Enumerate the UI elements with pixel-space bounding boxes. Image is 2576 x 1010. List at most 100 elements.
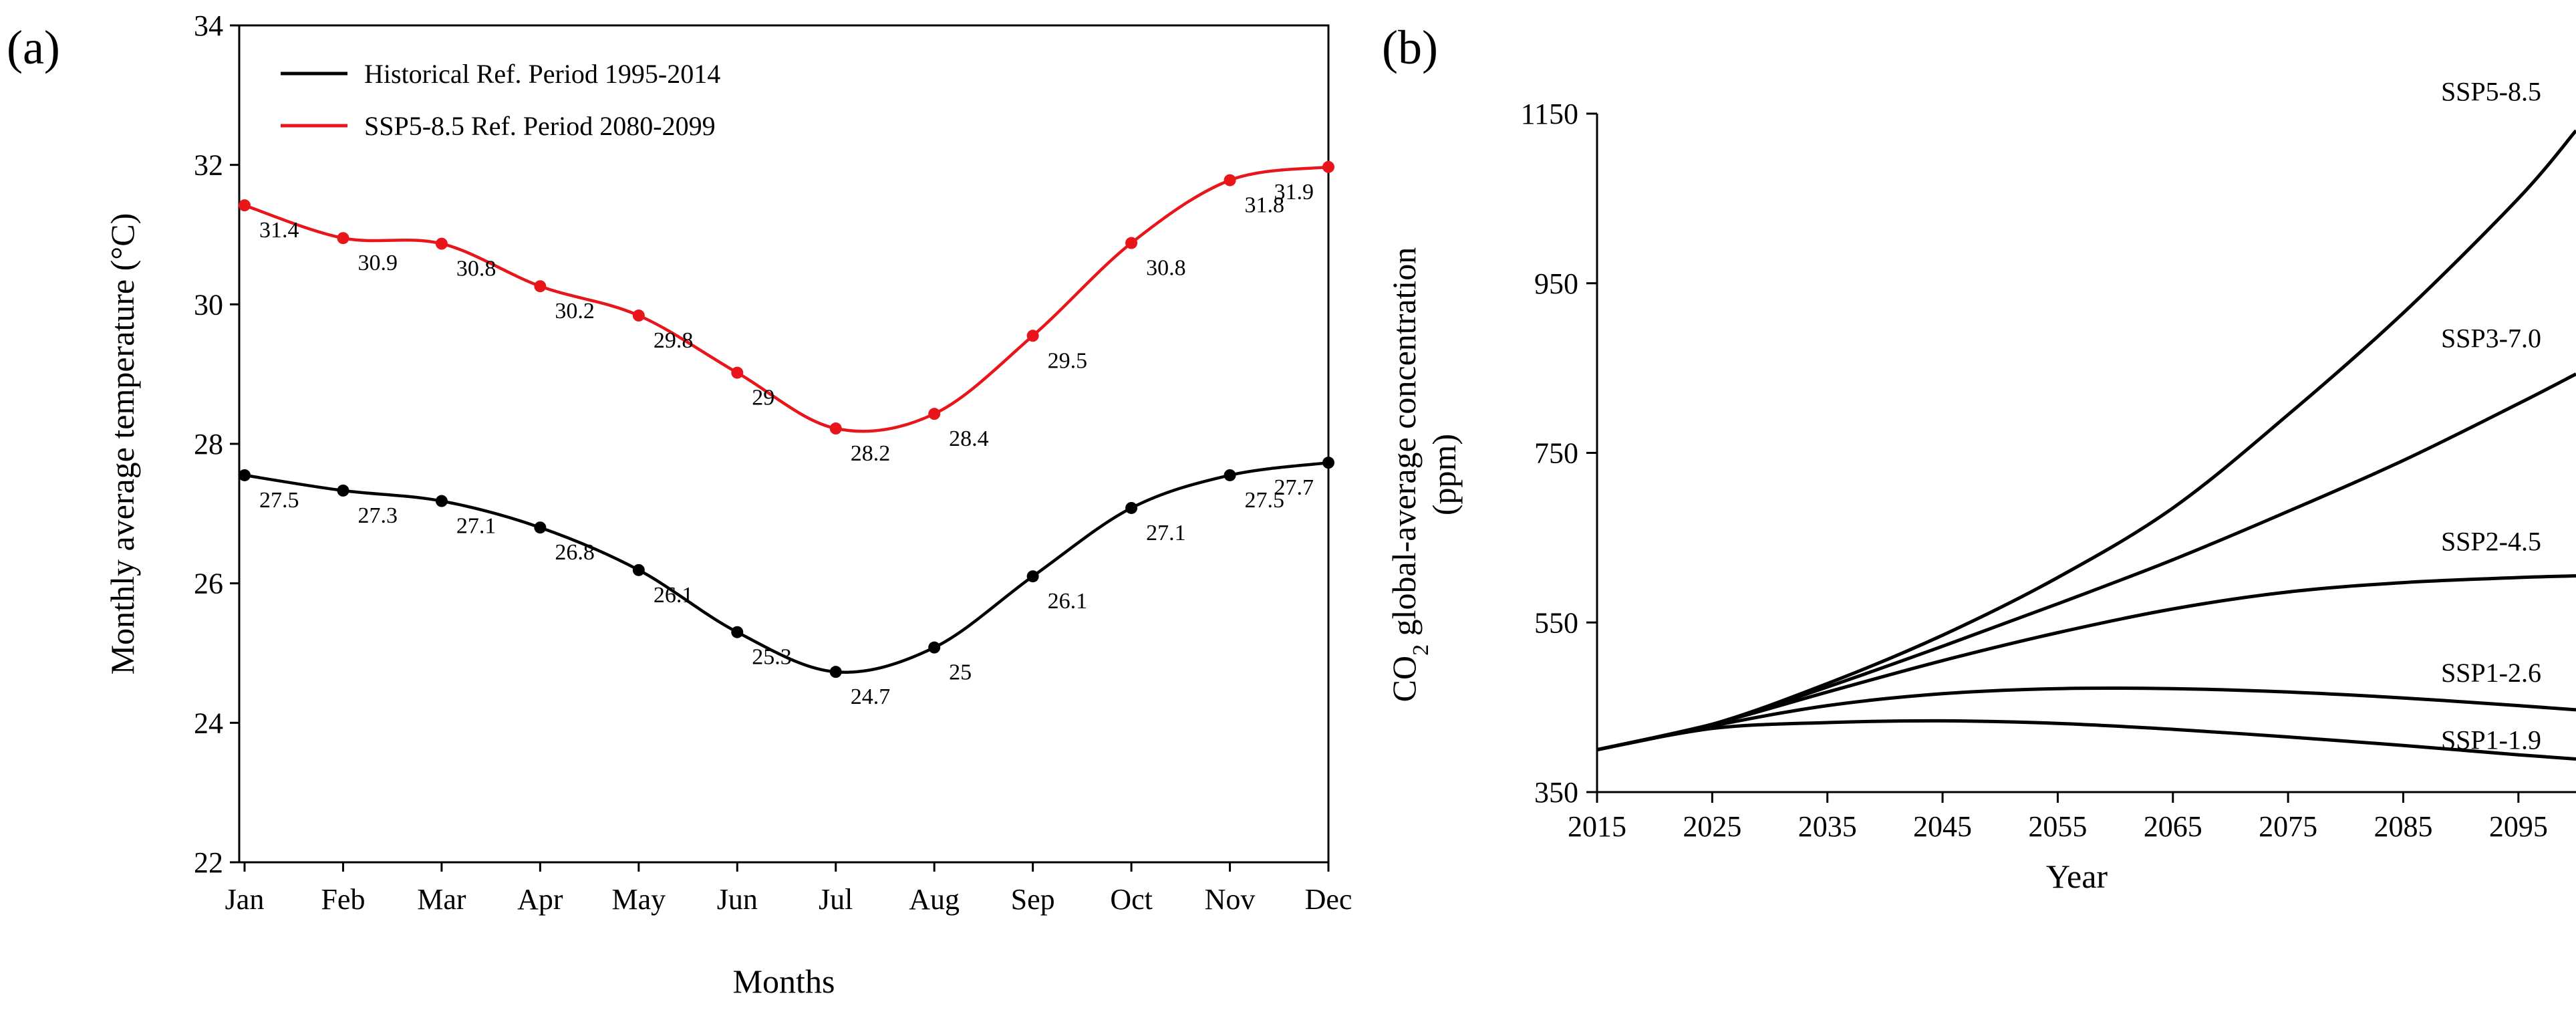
- data-point: [435, 237, 448, 250]
- legend-label-ssp585: SSP5-8.5 Ref. Period 2080-2099: [364, 111, 716, 141]
- data-point: [928, 641, 941, 654]
- y-tick-label: 30: [194, 288, 223, 321]
- y-tick-label: 32: [194, 149, 223, 182]
- x-tick-label: 2055: [2028, 810, 2087, 843]
- data-point: [928, 408, 941, 420]
- x-tick-label: Aug: [909, 883, 960, 916]
- legend-label-historical: Historical Ref. Period 1995-2014: [364, 59, 720, 89]
- series-line-ssp1-1-9: [1596, 719, 2576, 761]
- x-tick-label: Nov: [1205, 883, 1256, 916]
- data-label: 31.9: [1274, 180, 1314, 205]
- x-tick-label: 2075: [2259, 810, 2317, 843]
- data-label: 28.4: [949, 426, 989, 451]
- data-label: 29.8: [654, 328, 693, 353]
- x-axis-label-a: Months: [733, 963, 835, 1000]
- x-tick-label: Dec: [1305, 883, 1352, 916]
- data-label: 26.8: [555, 540, 595, 565]
- series-label: SSP2-4.5: [2441, 526, 2541, 556]
- x-axis-b: 2015 2025 2035 2045 2055 2065 2075 2085 2095: [1568, 792, 2548, 843]
- x-axis-label-b: Year: [2046, 858, 2108, 895]
- data-point: [1026, 330, 1039, 342]
- data-point: [239, 199, 251, 212]
- x-axis-a: Jan Feb Mar Apr May Jun Jul Aug Sep Oct Nov Dec: [225, 862, 1352, 916]
- x-tick-label: 2045: [1913, 810, 1972, 843]
- data-label: 29.5: [1048, 348, 1088, 373]
- series-group-b: SSP5-8.5 SSP3-7.0 SSP2-4.5 SSP1-2.6 SSP1-1.9: [1596, 76, 2576, 761]
- x-tick-label: Oct: [1110, 883, 1153, 916]
- data-point: [632, 309, 645, 322]
- x-tick-label: 2095: [2489, 810, 2548, 843]
- data-point: [731, 366, 744, 379]
- data-label: 30.8: [456, 257, 496, 281]
- data-label: 27.1: [456, 514, 496, 539]
- data-point: [1322, 160, 1334, 173]
- y-tick-label: 350: [1534, 776, 1578, 809]
- series-line-1: [244, 165, 1329, 433]
- series-label: SSP3-7.0: [2441, 324, 2541, 354]
- chart-a: (a) 22 24 26 28 30 32 34 Jan Feb Mar Apr May Jun Jul…: [7, 9, 1352, 1000]
- data-point: [1125, 501, 1138, 514]
- legend-a: Historical Ref. Period 1995-2014 SSP5-8.…: [281, 59, 720, 141]
- x-tick-label: Jan: [225, 883, 265, 916]
- data-point: [534, 521, 547, 534]
- x-tick-label: Feb: [321, 883, 365, 916]
- data-label: 24.7: [851, 684, 891, 709]
- y-tick-label: 26: [194, 567, 223, 600]
- data-label: 27.3: [357, 503, 398, 528]
- data-label: 30.8: [1146, 256, 1186, 281]
- y-axis-label-b: CO2 global-average concentration: [1385, 247, 1433, 703]
- y-tick-label: 34: [194, 9, 223, 42]
- data-point: [337, 232, 349, 245]
- x-tick-label: 2025: [1683, 810, 1741, 843]
- data-label: 26.1: [654, 583, 693, 608]
- y-axis-label-a: Monthly average temperature (°C): [104, 213, 141, 675]
- data-point: [239, 469, 251, 481]
- data-point: [534, 280, 547, 293]
- x-tick-label: Apr: [517, 883, 563, 916]
- data-label: 26.1: [1048, 589, 1088, 614]
- y-tick-label: 28: [194, 428, 223, 461]
- data-label: 30.9: [357, 251, 398, 275]
- data-label: 27.5: [1245, 488, 1285, 513]
- data-label: 27.5: [259, 488, 299, 513]
- y-tick-label: 1150: [1521, 98, 1578, 130]
- data-label: 31.8: [1245, 193, 1285, 218]
- x-tick-label: 2085: [2374, 810, 2432, 843]
- x-tick-label: Jun: [717, 883, 758, 916]
- data-point: [632, 563, 645, 576]
- data-point: [1322, 457, 1334, 469]
- data-point: [435, 495, 448, 507]
- data-point: [829, 422, 842, 435]
- y-tick-label: 24: [194, 707, 223, 739]
- series-group-a: 27.5 27.3 27.1 26.8 26.1 25.3 24.7 25 26.1 27.1 27…: [239, 160, 1334, 709]
- series-label: SSP1-2.6: [2441, 658, 2541, 688]
- plot-frame-a: [238, 24, 1330, 864]
- y-tick-label: 550: [1534, 606, 1578, 639]
- x-tick-label: Sep: [1011, 883, 1055, 916]
- series-line-ssp5-8-5: [1596, 129, 2576, 752]
- x-tick-label: Mar: [417, 883, 466, 916]
- data-label: 30.2: [555, 299, 595, 324]
- data-label: 28.2: [851, 441, 891, 466]
- series-line-ssp2-4-5: [1596, 574, 2576, 752]
- x-tick-label: 2065: [2144, 810, 2202, 843]
- x-tick-label: May: [611, 883, 666, 916]
- x-tick-label: 2035: [1798, 810, 1857, 843]
- y-axis-units-b: (ppm): [1425, 434, 1463, 515]
- series-line-ssp1-2-6: [1596, 686, 2576, 752]
- panel-label-a: (a): [7, 21, 60, 74]
- data-label: 29: [752, 386, 774, 410]
- y-tick-label: 22: [194, 846, 223, 879]
- data-point: [1026, 570, 1039, 583]
- data-point: [829, 666, 842, 678]
- panel-label-b: (b): [1382, 21, 1438, 74]
- y-axis-b: 350 550 750 950 1150: [1521, 98, 1597, 809]
- data-label: 27.7: [1274, 475, 1314, 500]
- series-line-0: [244, 461, 1329, 674]
- y-label-co: CO: [1385, 656, 1423, 702]
- data-label: 27.1: [1146, 521, 1186, 545]
- data-label: 25: [949, 660, 972, 685]
- data-point: [1224, 469, 1236, 481]
- x-tick-label: Jul: [819, 883, 853, 916]
